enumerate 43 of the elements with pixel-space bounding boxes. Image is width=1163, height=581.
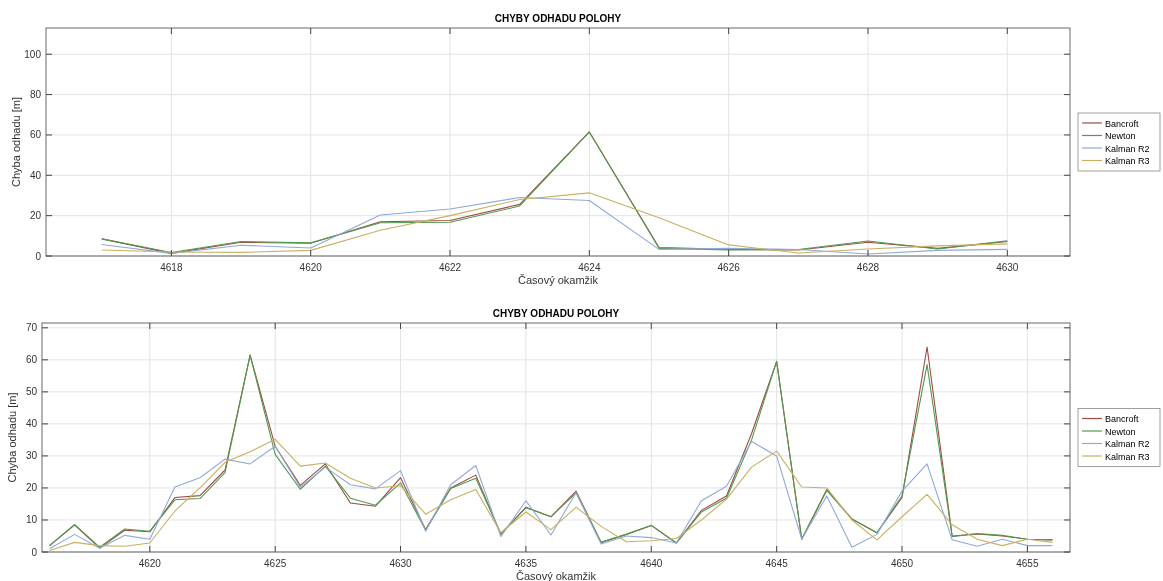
x-tick-label: 4618 [160,262,183,273]
y-tick-label: 20 [29,210,42,222]
x-tick-label: 4626 [717,262,741,273]
legend-label: Kalman R2 [1105,439,1150,449]
y-axis-title: Chyba odhadu [m] [6,392,18,483]
y-axis-title: Chyba odhadu [m] [10,97,22,187]
x-tick-label: 4624 [578,262,601,273]
x-tick-label: 4645 [765,558,789,569]
legend-label: Kalman R2 [1105,143,1150,154]
x-tick-label: 4628 [856,262,880,273]
y-tick-label: 40 [25,418,38,430]
x-tick-label: 4655 [1016,558,1039,569]
chart-title: CHYBY ODHADU POLOHY [492,308,620,319]
y-tick-label: 0 [31,546,38,558]
x-tick-label: 4640 [640,558,663,569]
legend-label: Newton [1105,131,1136,141]
y-tick-label: 70 [25,322,38,334]
x-tick-label: 4625 [264,558,287,569]
chart-title: CHYBY ODHADU POLOHY [494,13,622,24]
y-tick-label: 30 [25,450,38,462]
y-tick-label: 20 [25,482,38,494]
legend-label: Kalman R3 [1105,451,1150,462]
legend-label: Bancroft [1105,118,1140,129]
y-tick-label: 0 [35,250,42,262]
y-tick-label: 40 [29,169,42,181]
y-tick-label: 80 [29,89,42,101]
x-tick-label: 4620 [138,558,162,569]
legend-label: Newton [1105,426,1136,437]
legend-label: Kalman R3 [1105,156,1150,166]
line-series [101,131,1008,254]
y-tick-label: 60 [25,354,38,366]
x-tick-label: 4650 [890,558,914,569]
y-tick-label: 50 [25,386,38,398]
y-tick-label: 60 [29,129,42,141]
legend-label: Bancroft [1105,414,1140,424]
x-tick-label: 4622 [438,262,462,273]
x-tick-label: 4620 [299,262,323,273]
y-tick-label: 10 [25,514,38,526]
x-tick-label: 4635 [514,558,538,569]
x-tick-label: 4630 [996,262,1019,273]
x-axis-title: Časový okamžik [517,274,599,286]
x-tick-label: 4630 [389,558,413,569]
y-tick-label: 100 [24,48,42,60]
